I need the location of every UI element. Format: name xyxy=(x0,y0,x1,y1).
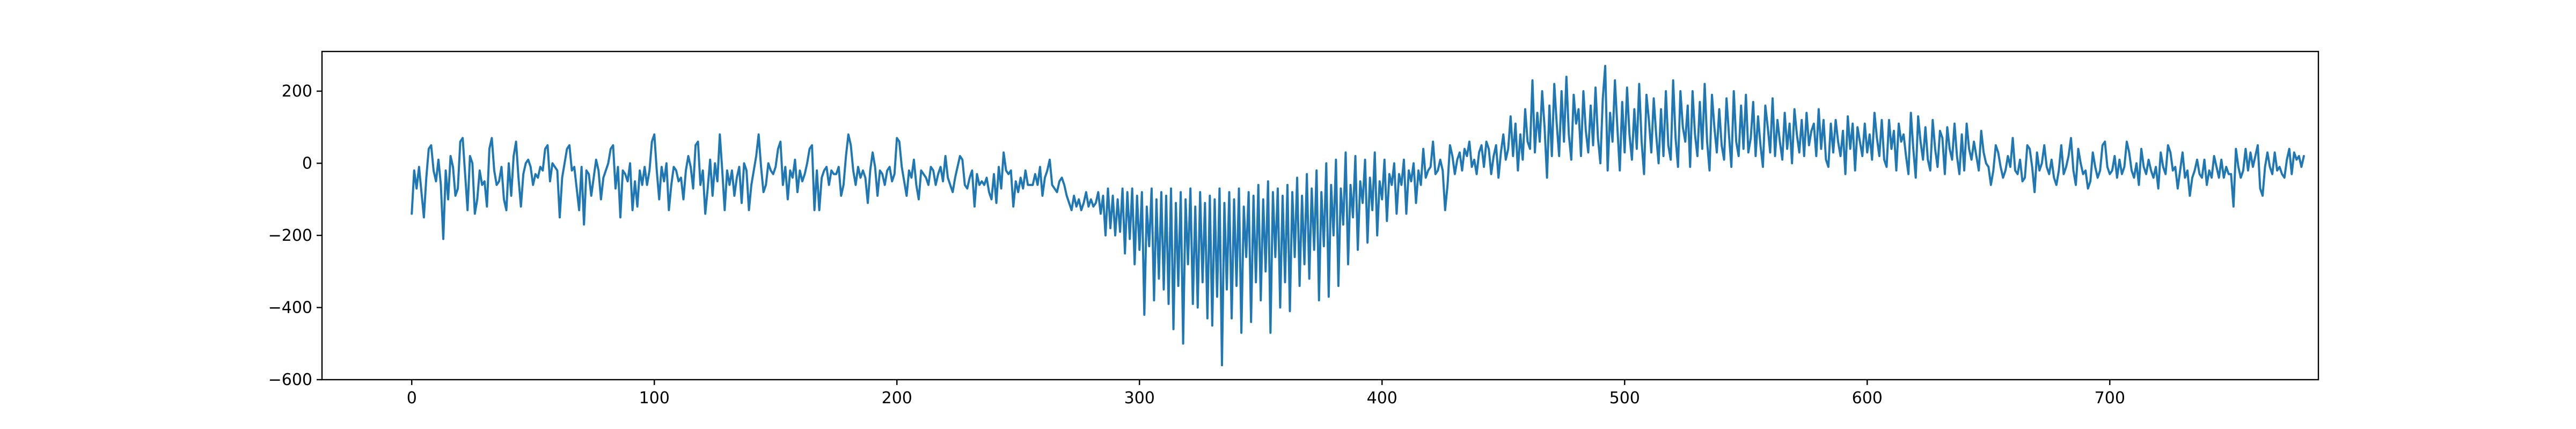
y-tick-label: −400 xyxy=(268,298,312,317)
y-tick-label: 200 xyxy=(282,82,312,101)
axes-layer: 0 100 200 300 400 500 600 700 200 0 −200 −400 −600 xyxy=(268,50,2319,408)
y-tick-label: −600 xyxy=(268,371,312,389)
x-tick-label: 500 xyxy=(1609,389,1640,408)
x-tick-label: 0 xyxy=(407,389,417,408)
series-layer xyxy=(411,64,2305,367)
y-tick-label: 0 xyxy=(302,154,312,173)
y-tick-label: −200 xyxy=(268,226,312,245)
x-tick-label: 200 xyxy=(882,389,912,408)
plot-frame xyxy=(321,50,2319,381)
series-line-0 xyxy=(411,64,2305,367)
x-tick-label: 600 xyxy=(1852,389,1883,408)
x-tick-label: 400 xyxy=(1367,389,1397,408)
x-tick-label: 300 xyxy=(1124,389,1155,408)
x-tick-label: 100 xyxy=(639,389,670,408)
x-tick-label: 700 xyxy=(2095,389,2125,408)
